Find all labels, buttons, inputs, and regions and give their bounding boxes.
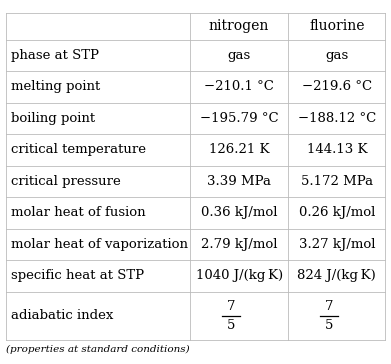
Text: −195.79 °C: −195.79 °C <box>200 112 278 125</box>
Text: −210.1 °C: −210.1 °C <box>204 80 274 93</box>
Text: 0.36 kJ/mol: 0.36 kJ/mol <box>201 206 277 219</box>
Text: 5.172 MPa: 5.172 MPa <box>301 175 373 188</box>
Text: nitrogen: nitrogen <box>209 19 269 33</box>
Text: 1040 J/(kg K): 1040 J/(kg K) <box>196 269 283 282</box>
Text: molar heat of vaporization: molar heat of vaporization <box>11 238 188 251</box>
Text: 5: 5 <box>227 318 235 332</box>
Text: adiabatic index: adiabatic index <box>11 309 113 323</box>
Text: 2.79 kJ/mol: 2.79 kJ/mol <box>201 238 277 251</box>
Text: 126.21 K: 126.21 K <box>209 143 269 156</box>
Text: −219.6 °C: −219.6 °C <box>302 80 372 93</box>
Text: critical temperature: critical temperature <box>11 143 146 156</box>
Text: 3.39 MPa: 3.39 MPa <box>207 175 271 188</box>
Text: gas: gas <box>228 49 251 62</box>
Text: 5: 5 <box>325 318 333 332</box>
Text: boiling point: boiling point <box>11 112 95 125</box>
Text: critical pressure: critical pressure <box>11 175 121 188</box>
Text: 3.27 kJ/mol: 3.27 kJ/mol <box>298 238 375 251</box>
Text: phase at STP: phase at STP <box>11 49 99 62</box>
Text: (properties at standard conditions): (properties at standard conditions) <box>6 345 190 354</box>
Text: melting point: melting point <box>11 80 100 93</box>
Text: fluorine: fluorine <box>309 19 364 33</box>
Text: −188.12 °C: −188.12 °C <box>298 112 376 125</box>
Text: 0.26 kJ/mol: 0.26 kJ/mol <box>299 206 375 219</box>
Text: 824 J/(kg K): 824 J/(kg K) <box>298 269 376 282</box>
Text: molar heat of fusion: molar heat of fusion <box>11 206 145 219</box>
Text: 7: 7 <box>227 300 235 313</box>
Text: 7: 7 <box>325 300 333 313</box>
Text: specific heat at STP: specific heat at STP <box>11 269 144 282</box>
Text: gas: gas <box>325 49 348 62</box>
Text: 144.13 K: 144.13 K <box>307 143 367 156</box>
